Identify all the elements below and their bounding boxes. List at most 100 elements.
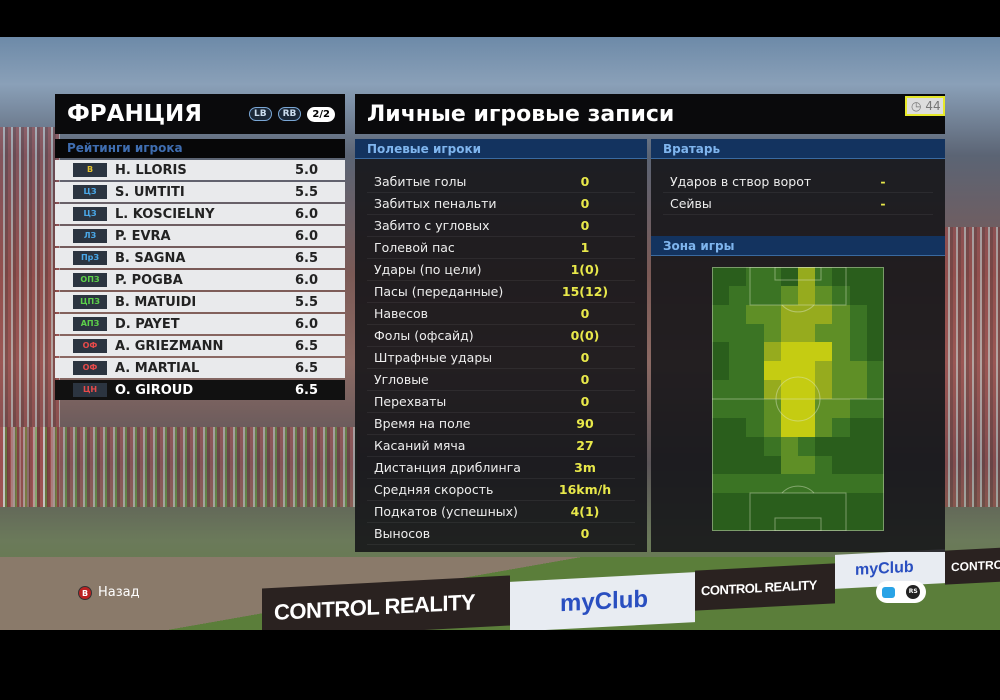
stat-value: 4(1) [570, 504, 600, 519]
section-title: Полевые игроки [355, 139, 647, 159]
stat-value: 16km/h [558, 482, 612, 497]
heat-cell [712, 285, 730, 305]
player-row[interactable]: ЦН O. GIROUD 6.5 [55, 380, 345, 400]
back-label: Назад [98, 585, 140, 600]
player-name: O. GIROUD [115, 382, 194, 398]
player-row[interactable]: ОФ A. GRIEZMANN 6.5 [55, 336, 345, 356]
chat-icon[interactable] [881, 586, 895, 598]
lb-button[interactable]: LB [249, 107, 272, 121]
stat-label: Фолы (офсайд) [374, 328, 474, 343]
heat-cell [729, 493, 747, 513]
player-rating: 5.5 [295, 294, 319, 310]
heat-cell [832, 399, 850, 418]
position-badge: ПрЗ [73, 251, 107, 265]
heat-cell [780, 323, 798, 343]
heat-cell [866, 323, 884, 343]
heat-cell [866, 304, 884, 324]
heat-cell [815, 342, 833, 362]
player-row[interactable]: ЦЗ S. UMTITI 5.5 [55, 182, 345, 202]
back-button[interactable]: B Назад [78, 585, 140, 600]
heat-cell [729, 399, 747, 418]
stat-value: 0 [580, 526, 590, 541]
heat-cell [746, 304, 764, 324]
heat-cell [780, 342, 798, 362]
heat-cell [712, 512, 730, 531]
player-name: A. GRIEZMANN [115, 338, 224, 354]
player-rating: 6.5 [295, 382, 319, 398]
heat-cell [798, 455, 816, 475]
heat-cell [780, 417, 798, 437]
heat-cell [866, 436, 884, 456]
timer-badge: ◷ 44 [905, 96, 945, 116]
heat-cell [815, 380, 833, 399]
player-name: S. UMTITI [115, 184, 185, 200]
stat-value: 0 [580, 174, 590, 189]
player-name: P. EVRA [115, 228, 171, 244]
player-row[interactable]: ЦЗ L. KOSCIELNY 6.0 [55, 204, 345, 224]
stat-value: 1(0) [570, 262, 600, 277]
player-row[interactable]: ПрЗ B. SAGNA 6.5 [55, 248, 345, 268]
position-badge: ОПЗ [73, 273, 107, 287]
player-rating: 6.5 [295, 250, 319, 266]
heat-cell [866, 493, 884, 513]
stat-row: Фолы (офсайд) 0(0) [367, 325, 635, 347]
player-name: L. KOSCIELNY [115, 206, 215, 222]
player-row[interactable]: ОФ A. MARTIAL 6.5 [55, 358, 345, 378]
stat-row: Перехваты 0 [367, 391, 635, 413]
heat-cell [866, 455, 884, 475]
heat-cell [780, 455, 798, 475]
heat-cell [780, 493, 798, 513]
position-badge: ЦН [73, 383, 107, 397]
heat-cell [712, 342, 730, 362]
heat-cell [866, 380, 884, 399]
heat-cell [832, 512, 850, 531]
player-row[interactable]: В H. LLORIS 5.0 [55, 160, 345, 180]
ad-board: myClub [510, 572, 695, 630]
player-rating: 6.0 [295, 228, 319, 244]
heat-cell [798, 493, 816, 513]
heat-cell [832, 304, 850, 324]
stat-row: Выносов 0 [367, 523, 635, 545]
stat-value: 0 [580, 218, 590, 233]
heat-cell [780, 304, 798, 324]
heat-cell [849, 342, 867, 362]
heat-cell [746, 323, 764, 343]
heat-cell [746, 474, 764, 494]
heat-cell [712, 323, 730, 343]
player-rating: 6.0 [295, 206, 319, 222]
heat-cell [780, 512, 798, 531]
player-row[interactable]: ЦПЗ B. MATUIDI 5.5 [55, 292, 345, 312]
heat-cell [763, 436, 781, 456]
heat-cell [729, 417, 747, 437]
stat-row: Угловые 0 [367, 369, 635, 391]
heat-cell [763, 267, 781, 286]
position-badge: ОФ [73, 339, 107, 353]
player-row[interactable]: ЛЗ P. EVRA 6.0 [55, 226, 345, 246]
right-stick-icon[interactable]: RS [906, 585, 921, 599]
player-row[interactable]: АПЗ D. PAYET 6.0 [55, 314, 345, 334]
stat-row: Дистанция дриблинга 3m [367, 457, 635, 479]
heat-cell [763, 342, 781, 362]
heat-cell [746, 493, 764, 513]
heat-cell [849, 417, 867, 437]
heat-cell [815, 399, 833, 418]
stat-row: Навесов 0 [367, 303, 635, 325]
player-row[interactable]: ОПЗ P. POGBA 6.0 [55, 270, 345, 290]
heat-cell [746, 380, 764, 399]
position-badge: В [73, 163, 107, 177]
page-title: Личные игровые записи [355, 94, 945, 134]
stat-row: Штрафные удары 0 [367, 347, 635, 369]
stat-label: Перехваты [374, 394, 447, 409]
stat-label: Голевой пас [374, 240, 455, 255]
heat-cell [746, 399, 764, 418]
heat-cell [780, 361, 798, 381]
stat-value: 0 [580, 196, 590, 211]
heat-cell [729, 436, 747, 456]
player-name: P. POGBA [115, 272, 183, 288]
stat-label: Касаний мяча [374, 438, 466, 453]
rb-button[interactable]: RB [277, 107, 302, 121]
heat-cell [849, 493, 867, 513]
heat-cell [866, 417, 884, 437]
team-header: ФРАНЦИЯ LB RB 2/2 [55, 94, 345, 134]
ratings-title: Рейтинги игрока [55, 139, 345, 158]
